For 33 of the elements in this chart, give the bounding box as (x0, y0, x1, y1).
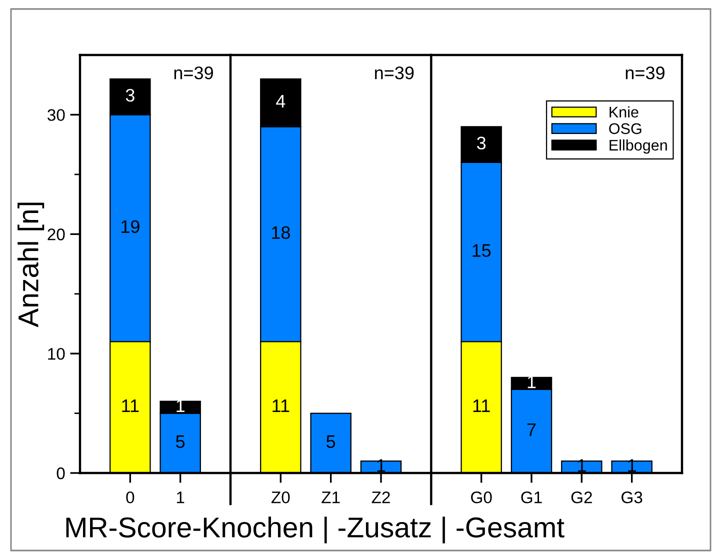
x-axis-title: MR-Score-Knochen | -Zusatz | -Gesamt (66, 516, 564, 544)
x-tick-label: Z2 (372, 491, 390, 504)
annotation: n=39 (375, 66, 414, 80)
data-label: 18 (272, 226, 290, 239)
data-label: 11 (122, 400, 139, 412)
x-tick-label: 0 (126, 491, 134, 504)
x-tick-label: Z1 (322, 492, 340, 504)
x-tick-label: Z0 (271, 491, 290, 504)
y-tick-label: 10 (48, 348, 65, 360)
data-label: 5 (326, 435, 336, 448)
legend-label: Ellbogen (610, 139, 667, 154)
legend-label: OSG (609, 123, 642, 134)
y-axis-title: Anzahl [n] (18, 202, 44, 328)
data-label: 11 (473, 400, 490, 412)
y-tick-label: 20 (48, 228, 65, 240)
x-tick-label: G3 (622, 491, 642, 504)
data-label: 19 (122, 220, 140, 234)
x-tick-label: 1 (176, 492, 184, 504)
data-label: 3 (477, 136, 486, 150)
x-tick-label: G1 (521, 491, 542, 504)
y-tick-label: 0 (56, 467, 65, 480)
annotation: n=39 (174, 66, 213, 80)
data-label: 7 (527, 423, 536, 436)
annotation: n=39 (626, 66, 664, 80)
legend-label: Knie (610, 106, 638, 118)
data-label: 3 (126, 88, 134, 102)
data-label: 15 (472, 244, 491, 257)
x-tick-label: G0 (471, 491, 492, 504)
y-tick-label: 30 (48, 109, 65, 121)
data-label: 4 (276, 95, 286, 108)
data-label: 11 (272, 400, 290, 412)
x-tick-label: G2 (571, 491, 592, 504)
data-label: 5 (176, 435, 185, 448)
